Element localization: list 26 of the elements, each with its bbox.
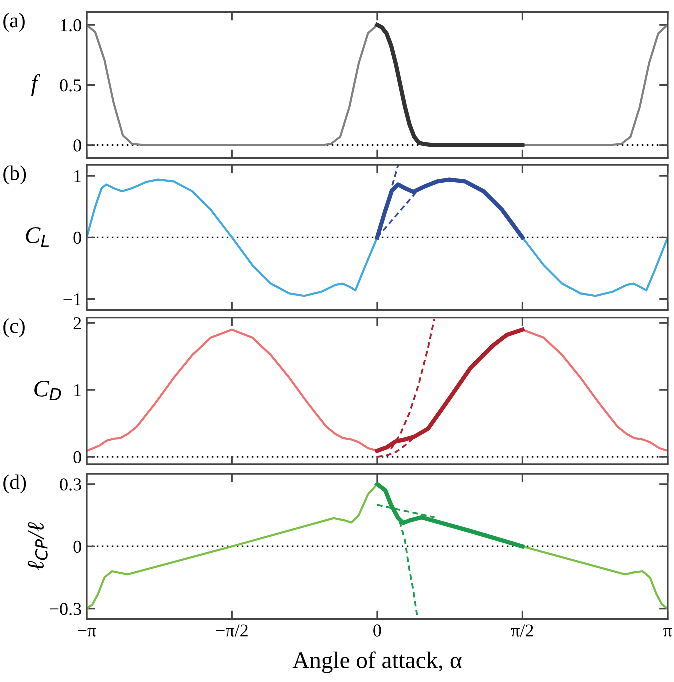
x-tick-label: 0 [374,624,382,637]
x-tick-label: −π/2 [216,624,248,637]
y-axis-title: C$_{L}$ [26,228,50,248]
y-tick-label: 0.3 [60,478,82,491]
chart-title: (c) [4,318,25,338]
y-axis-title: C$_{D}$ [34,380,62,400]
y-tick-label: 0.5 [60,80,82,92]
x-tick-label: π/2 [511,624,534,637]
y-tick-label: 0 [74,451,82,464]
y-tick-label: 0 [74,140,82,152]
chart-title: (a) [4,13,25,32]
y-tick-label: 1 [74,170,81,182]
x-tick-label: −π [78,628,96,637]
y-tick-label: −0.3 [50,603,82,616]
chart-title: (b) [4,166,26,185]
y-axis-title: ℓ$_{CP}$/ℓ [28,522,48,570]
x-axis-title: Angle of attack, α [292,652,462,674]
chart-title: (d) [4,474,26,494]
y-axis-title: f [32,74,41,96]
y-tick-label: −1 [64,294,82,306]
x-tick-label: π [664,628,672,637]
y-tick-label: 1.0 [61,19,82,32]
y-tick-label: 1 [74,384,81,396]
y-tick-label: 0 [74,232,82,244]
y-tick-label: 0 [74,540,82,554]
y-tick-label: 2 [74,317,82,330]
